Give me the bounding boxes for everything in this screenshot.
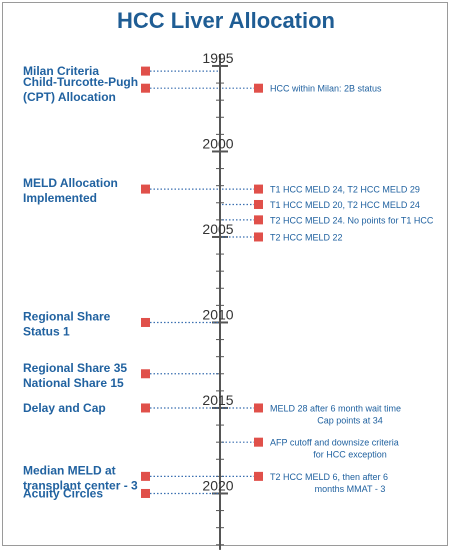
year-label: 2010: [202, 306, 233, 322]
diagram-frame: [2, 2, 448, 546]
right-event-label: HCC within Milan: 2B status: [270, 84, 382, 94]
left-event-label: transplant center - 3: [23, 478, 138, 492]
left-event-label: Milan Criteria: [23, 64, 99, 78]
left-event-marker: [141, 471, 150, 481]
right-event-marker: [254, 403, 263, 413]
right-event-label: MELD 28 after 6 month wait time: [270, 403, 401, 413]
page-title: HCC Liver Allocation: [117, 8, 335, 33]
left-event-marker: [141, 83, 150, 93]
left-event-label: Delay and Cap: [23, 401, 106, 415]
right-event-marker: [254, 232, 263, 242]
right-event-marker: [254, 199, 263, 209]
right-event-label: T1 HCC MELD 24, T2 HCC MELD 29: [270, 185, 420, 195]
right-event-label: for HCC exception: [313, 450, 387, 460]
left-event-label: Implemented: [23, 191, 97, 205]
right-event-label: Cap points at 34: [317, 415, 383, 425]
left-event-label: Status 1: [23, 324, 70, 338]
left-event-marker: [141, 369, 150, 379]
year-label: 2005: [202, 221, 233, 237]
year-label: 1995: [202, 50, 233, 66]
right-event-label: T2 HCC MELD 6, then after 6: [270, 472, 388, 482]
year-label: 2020: [202, 477, 233, 493]
left-event-label: Regional Share: [23, 309, 111, 323]
left-event-marker: [141, 488, 150, 498]
right-event-label: T2 HCC MELD 22: [270, 232, 343, 242]
right-event-label: T1 HCC MELD 20, T2 HCC MELD 24: [270, 200, 420, 210]
left-event-marker: [141, 317, 150, 327]
left-event-label: Regional Share 35: [23, 361, 127, 375]
left-event-marker: [141, 184, 150, 194]
year-label: 2000: [202, 135, 233, 151]
right-event-marker: [254, 215, 263, 225]
left-event-label: Acuity Circles: [23, 486, 103, 500]
left-event-label: (CPT) Allocation: [23, 90, 116, 104]
left-event-marker: [141, 403, 150, 413]
right-event-label: AFP cutoff and downsize criteria: [270, 438, 399, 448]
year-label: 2015: [202, 392, 233, 408]
left-event-label: MELD Allocation: [23, 176, 118, 190]
left-event-label: National Share 15: [23, 376, 124, 390]
right-event-marker: [254, 437, 263, 447]
left-event-label: Child-Turcotte-Pugh: [23, 75, 138, 89]
right-event-marker: [254, 184, 263, 194]
right-event-marker: [254, 471, 263, 481]
left-event-marker: [141, 66, 150, 76]
right-event-label: T2 HCC MELD 24. No points for T1 HCC: [270, 215, 434, 225]
right-event-marker: [254, 83, 263, 93]
left-event-label: Median MELD at: [23, 463, 116, 477]
right-event-label: months MMAT - 3: [315, 484, 386, 494]
